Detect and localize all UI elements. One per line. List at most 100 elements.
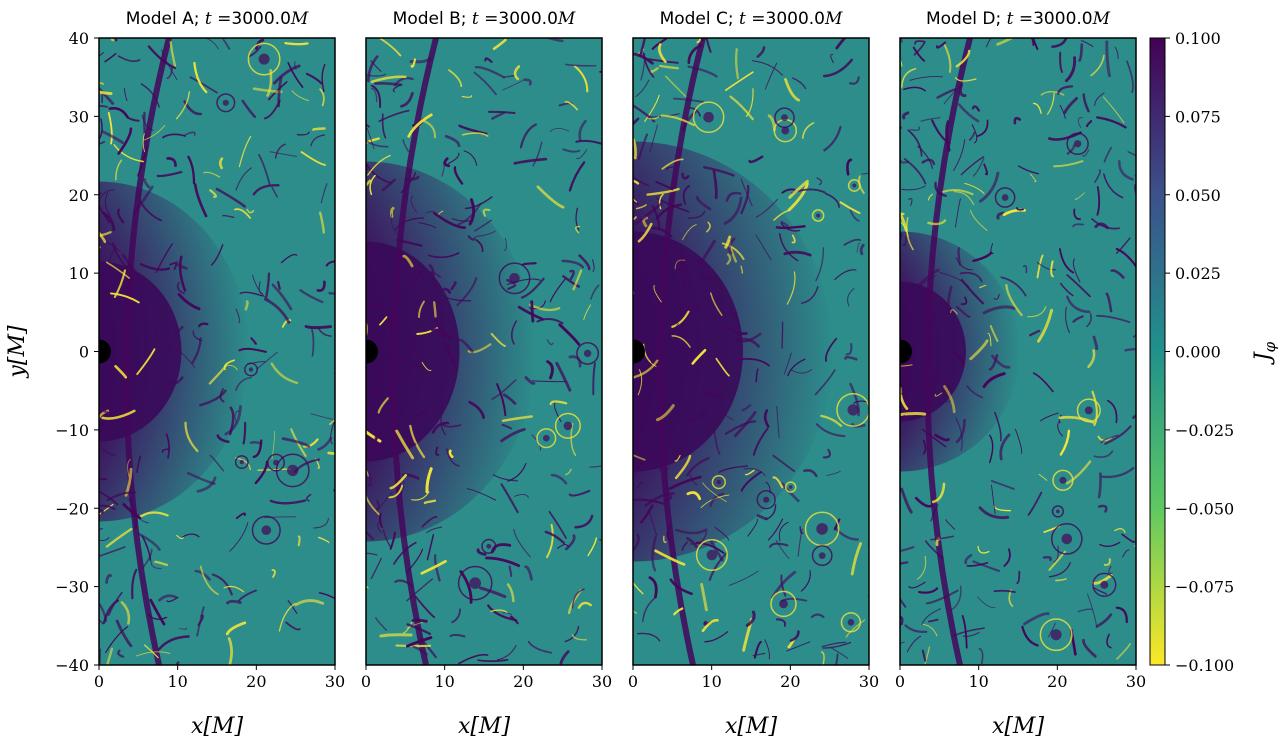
- bright-filament: [407, 113, 433, 138]
- eddy: [1076, 398, 1101, 423]
- bright-filament: [633, 609, 638, 614]
- bright-filament: [637, 222, 653, 243]
- dark-filament: [990, 480, 1015, 490]
- dark-filament: [1091, 218, 1120, 230]
- dark-filament: [1086, 593, 1098, 628]
- bright-filament: [724, 235, 732, 249]
- dark-filament: [599, 538, 602, 541]
- panel-title: Model D; t =3000.0M: [926, 9, 1111, 29]
- dark-filament: [1121, 533, 1135, 543]
- dark-filament: [404, 269, 424, 292]
- dark-filament: [909, 126, 921, 132]
- dark-filament: [235, 376, 252, 392]
- bright-filament: [203, 171, 221, 178]
- dark-filament: [564, 534, 576, 551]
- dark-filament: [1094, 169, 1102, 184]
- dark-filament: [639, 38, 647, 57]
- dark-filament: [558, 323, 581, 346]
- dark-filament: [108, 106, 129, 119]
- bright-filament: [506, 583, 515, 603]
- dark-filament: [675, 528, 708, 535]
- dark-filament: [946, 285, 953, 315]
- dark-filament: [972, 251, 993, 263]
- bright-filament: [110, 292, 140, 304]
- dark-filament: [726, 325, 748, 335]
- bright-filament: [575, 225, 581, 234]
- eddy-center: [287, 464, 299, 477]
- current-density-field: [633, 38, 869, 665]
- bright-filament: [1036, 254, 1044, 279]
- dark-filament: [971, 105, 981, 112]
- dark-filament: [743, 468, 766, 477]
- dark-filament: [366, 55, 379, 83]
- dark-filament: [406, 578, 434, 602]
- dark-filament: [1105, 40, 1111, 78]
- bright-filament: [564, 101, 579, 111]
- dark-filament: [778, 233, 799, 262]
- dark-filament: [901, 185, 926, 191]
- dark-filament: [545, 38, 564, 43]
- bright-filament: [209, 189, 217, 199]
- bright-filament: [154, 560, 169, 567]
- dark-filament: [900, 487, 913, 514]
- dark-filament: [224, 404, 242, 436]
- dark-filament: [1127, 150, 1136, 157]
- eddy-center: [716, 479, 721, 485]
- dark-filament: [521, 262, 537, 266]
- dark-filament: [1003, 548, 1011, 567]
- bright-filament: [105, 527, 133, 548]
- bright-filament: [329, 419, 335, 425]
- dark-filament: [1106, 633, 1112, 649]
- dark-filament: [133, 306, 138, 317]
- dark-filament: [409, 436, 417, 446]
- bright-filament: [950, 309, 958, 315]
- dark-filament: [104, 52, 117, 63]
- dark-filament: [853, 400, 869, 404]
- dark-filament: [993, 293, 1000, 300]
- dark-filament: [99, 105, 109, 108]
- dark-filament: [715, 405, 734, 421]
- dark-filament: [124, 392, 140, 402]
- dark-filament: [234, 410, 240, 424]
- dark-filament: [913, 372, 942, 387]
- dark-filament: [651, 226, 673, 238]
- eddy: [847, 179, 861, 192]
- colorbar-tick-label: 0.075: [1175, 107, 1221, 126]
- dark-filament: [139, 263, 171, 271]
- dark-filament: [393, 77, 414, 87]
- dark-filament: [988, 353, 999, 371]
- bright-filament: [1037, 308, 1054, 343]
- bright-filament: [99, 244, 101, 249]
- dark-filament: [708, 551, 728, 582]
- panel-frame: [632, 37, 870, 666]
- bright-filament: [791, 234, 796, 244]
- dark-filament: [843, 238, 861, 246]
- dark-filament: [1103, 173, 1124, 199]
- dark-filament: [983, 163, 989, 176]
- dark-filament: [313, 517, 329, 529]
- dark-filament: [900, 359, 912, 378]
- bright-filament: [366, 469, 369, 477]
- dark-filament: [702, 389, 725, 398]
- dark-filament: [269, 499, 306, 505]
- dark-filament: [644, 492, 675, 507]
- dark-filament: [961, 615, 968, 649]
- dark-filament: [1066, 274, 1091, 298]
- bright-filament: [709, 292, 723, 316]
- dark-filament: [523, 78, 532, 86]
- bright-filament: [660, 114, 695, 127]
- bright-filament: [927, 193, 934, 201]
- dark-filament: [1099, 541, 1121, 547]
- dark-filament: [209, 454, 225, 472]
- dark-filament: [901, 111, 910, 120]
- dark-filament: [448, 152, 460, 165]
- dark-filament: [564, 63, 597, 67]
- dark-filament: [663, 278, 687, 302]
- bright-filament: [387, 484, 404, 499]
- bright-filament: [113, 269, 127, 299]
- bright-filament: [223, 359, 235, 371]
- dark-filament: [780, 222, 801, 232]
- panels-layer: 0 10 20 30x[M]Model A; t =3000.0M403020100−…: [5, 9, 1146, 739]
- eddy-center: [222, 99, 229, 106]
- x-tick-label: 20: [513, 672, 533, 691]
